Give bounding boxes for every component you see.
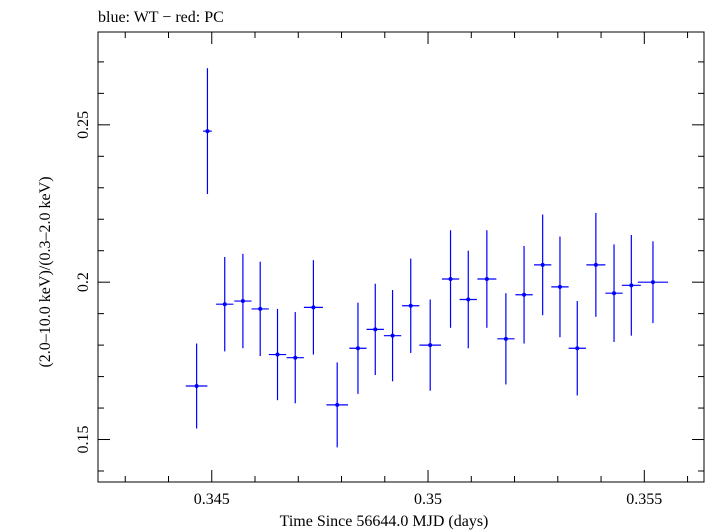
- point-marker: [311, 305, 316, 310]
- data-point: [459, 250, 477, 349]
- point-marker: [355, 346, 360, 351]
- data-point: [268, 308, 287, 401]
- point-marker: [293, 355, 298, 360]
- data-point: [621, 234, 641, 336]
- point-marker: [258, 306, 263, 311]
- data-point: [349, 302, 367, 394]
- point-marker: [428, 343, 433, 348]
- data-point: [185, 343, 208, 429]
- data-point: [477, 230, 497, 328]
- y-tick-label: 0.15: [75, 426, 92, 454]
- point-marker: [240, 299, 245, 304]
- axis-tick-labels: 0.345 0.35 0.355 0.15 0.2 0.25: [75, 111, 662, 508]
- data-point: [568, 301, 586, 396]
- point-marker: [194, 384, 199, 389]
- data-point: [383, 290, 402, 382]
- plot-frame: [97, 31, 705, 483]
- point-marker: [408, 303, 413, 308]
- data-point: [366, 283, 384, 376]
- point-marker: [557, 284, 562, 289]
- data-point: [419, 299, 442, 391]
- point-marker: [222, 302, 227, 307]
- point-marker: [275, 352, 280, 357]
- x-tick-label: 0.345: [194, 491, 230, 508]
- chart-title: blue: WT − red: PC: [98, 9, 224, 26]
- point-marker: [612, 291, 617, 296]
- point-marker: [390, 333, 395, 338]
- point-marker: [484, 277, 489, 282]
- data-point: [203, 68, 212, 195]
- axis-ticks: [98, 32, 704, 482]
- point-marker: [629, 283, 634, 288]
- data-point: [441, 230, 460, 328]
- point-marker: [335, 402, 340, 407]
- data-point: [497, 293, 515, 385]
- point-marker: [466, 297, 471, 302]
- data-point: [605, 244, 623, 342]
- point-marker: [593, 262, 598, 267]
- data-point: [326, 362, 349, 448]
- data-point: [637, 241, 669, 324]
- data-points: [185, 68, 669, 448]
- data-point: [586, 212, 606, 317]
- data-point: [534, 214, 552, 316]
- data-point: [515, 245, 533, 344]
- data-point: [234, 253, 252, 349]
- data-point: [303, 260, 323, 355]
- x-axis-label: Time Since 56644.0 MJD (days): [280, 513, 489, 530]
- x-tick-label: 0.355: [626, 491, 662, 508]
- point-marker: [448, 277, 453, 282]
- point-marker: [575, 346, 580, 351]
- point-marker: [205, 129, 210, 134]
- data-point: [551, 236, 569, 338]
- point-marker: [540, 262, 545, 267]
- y-axis-label: (2.0–10.0 keV)/(0.3–2.0 keV): [37, 176, 54, 367]
- y-tick-label: 0.25: [75, 111, 92, 139]
- point-marker: [522, 292, 527, 297]
- data-point: [251, 261, 269, 357]
- point-marker: [650, 280, 655, 285]
- data-point: [402, 258, 420, 353]
- data-point: [286, 312, 304, 404]
- y-tick-label: 0.2: [75, 272, 92, 292]
- point-marker: [503, 336, 508, 341]
- x-tick-label: 0.35: [414, 491, 442, 508]
- data-point: [216, 257, 234, 352]
- point-marker: [373, 327, 378, 332]
